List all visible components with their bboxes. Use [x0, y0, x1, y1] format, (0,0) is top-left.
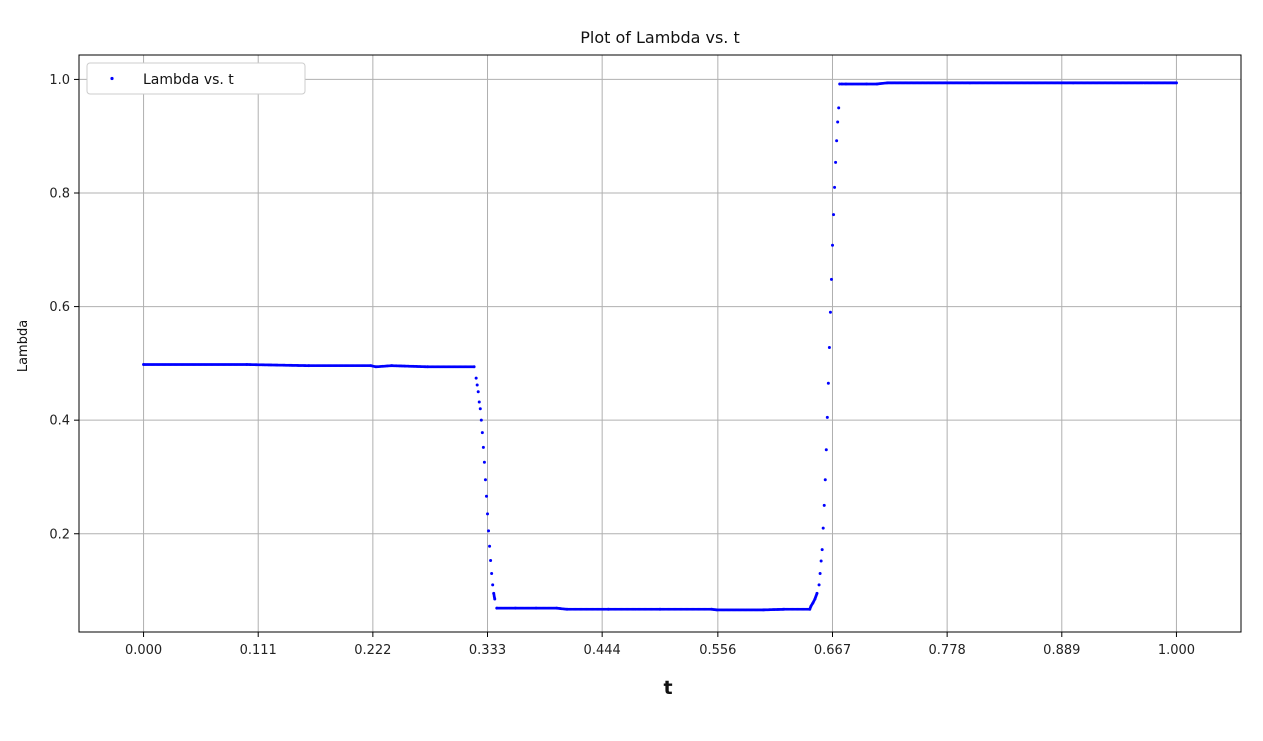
- data-point: [491, 583, 495, 587]
- data-point: [477, 400, 481, 404]
- data-point: [489, 558, 493, 562]
- data-point: [483, 478, 487, 482]
- y-tick-label: 0.6: [49, 300, 70, 315]
- data-point: [822, 503, 826, 507]
- data-point: [835, 139, 839, 143]
- axis-ticks: 0.000 0.111 0.222 0.333 0.444 0.556 0.667 0.778…: [49, 73, 1195, 658]
- data-point: [480, 431, 484, 435]
- x-tick-label: 0.222: [354, 643, 391, 658]
- data-point: [482, 460, 486, 464]
- data-point: [825, 415, 829, 419]
- data-point: [475, 383, 479, 387]
- legend-box: [86, 62, 306, 95]
- x-tick-label: 0.667: [814, 643, 851, 658]
- y-axis-label: Lambda: [16, 320, 31, 372]
- data-point: [838, 82, 842, 86]
- x-tick-label: 1.000: [1158, 643, 1195, 658]
- data-point: [832, 213, 836, 217]
- legend-marker: [110, 76, 114, 81]
- data-point: [484, 494, 488, 498]
- x-tick-label: 0.111: [240, 643, 277, 658]
- data-points: [142, 81, 1178, 612]
- data-point: [828, 310, 832, 314]
- y-tick-label: 0.2: [49, 527, 70, 542]
- data-point: [472, 365, 476, 369]
- chart-title: Plot of Lambda vs. t: [580, 28, 740, 47]
- data-point: [488, 544, 492, 548]
- legend: Lambda vs. t: [86, 62, 306, 95]
- data-point: [479, 418, 483, 422]
- x-axis-label: t: [663, 677, 672, 699]
- data-point: [815, 591, 819, 595]
- y-tick-label: 1.0: [49, 73, 70, 88]
- x-tick-label: 0.889: [1043, 643, 1080, 658]
- data-point: [824, 448, 828, 452]
- data-point: [826, 381, 830, 385]
- data-point: [474, 376, 478, 380]
- data-point: [827, 345, 831, 349]
- x-tick-label: 0.444: [584, 643, 621, 658]
- x-tick-label: 0.556: [699, 643, 736, 658]
- x-tick-label: 0.778: [929, 643, 966, 658]
- plot-frame: [78, 54, 1242, 633]
- y-tick-label: 0.4: [49, 414, 70, 429]
- data-point: [821, 526, 825, 530]
- x-tick-label: 0.333: [469, 643, 506, 658]
- data-point: [820, 548, 824, 552]
- grid-lines: [79, 55, 1241, 632]
- data-point: [829, 277, 833, 281]
- legend-entry: Lambda vs. t: [143, 72, 234, 88]
- data-point: [493, 597, 497, 601]
- data-point: [819, 559, 823, 563]
- data-point: [1174, 81, 1178, 85]
- data-point: [833, 185, 837, 189]
- data-point: [823, 478, 827, 482]
- data-point: [837, 106, 841, 110]
- data-point: [487, 529, 491, 533]
- x-tick-label: 0.000: [125, 643, 162, 658]
- data-point: [834, 160, 838, 164]
- data-point: [478, 407, 482, 411]
- data-point: [817, 583, 821, 587]
- data-point: [481, 445, 485, 449]
- data-point: [818, 572, 822, 576]
- data-point: [836, 120, 840, 124]
- data-point: [486, 512, 490, 516]
- y-tick-label: 0.8: [49, 187, 70, 202]
- data-point: [490, 572, 494, 576]
- data-point: [476, 390, 480, 394]
- data-point: [830, 243, 834, 247]
